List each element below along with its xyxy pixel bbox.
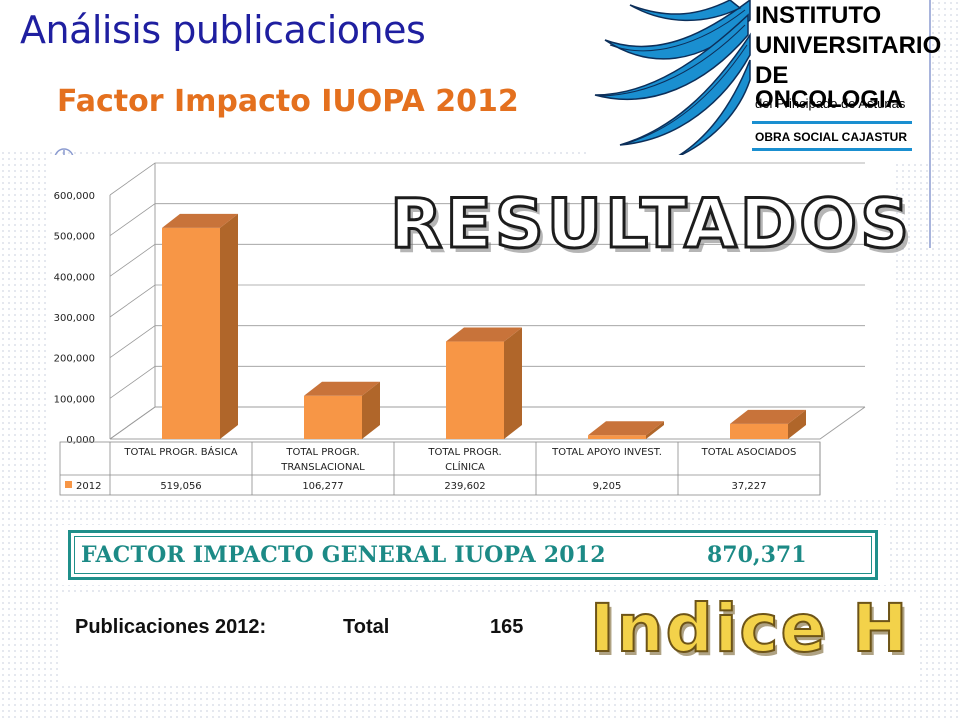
bar-front [446, 341, 504, 439]
page-subtitle: Factor Impacto IUOPA 2012 [57, 84, 519, 119]
publicaciones-label: Publicaciones 2012: [75, 616, 267, 638]
gridline [109, 284, 865, 318]
iuopa-logo: INSTITUTO UNIVERSITARIO DE ONCOLOGIA del… [590, 0, 941, 160]
chart-bar [162, 213, 238, 439]
x-category-label: TOTAL PROGR. [427, 447, 501, 458]
bar-top [730, 409, 806, 424]
bar-top [162, 213, 238, 228]
legend-series-label: 2012 [76, 481, 101, 492]
y-tick-label: 100,000 [54, 394, 95, 405]
gridline [109, 365, 865, 399]
x-category-label: CLÍNICA [445, 460, 485, 473]
y-tick-label: 600,000 [54, 191, 95, 202]
logo-line-oncologia: DE ONCOLOGIA [755, 62, 903, 113]
logo-line-universitario: UNIVERSITARIO [755, 32, 942, 59]
chart-bar [730, 409, 806, 439]
gridline [109, 203, 865, 236]
bottom-background [60, 595, 920, 685]
factor-impacto-value: 870,371 [707, 542, 807, 568]
bar-top [446, 327, 522, 342]
factor-impacto-label: FACTOR IMPACTO GENERAL IUOPA 2012 [81, 542, 606, 568]
palm-leaf-logo-icon [594, 0, 751, 159]
bar-top [304, 381, 380, 396]
x-category-label: TOTAL PROGR. [285, 447, 359, 458]
y-tick-label: 400,000 [54, 272, 95, 283]
indice-h-heading: Indice H [589, 589, 910, 668]
bar-top [588, 421, 664, 436]
publicaciones-total-label: Total [343, 616, 390, 638]
chart-bar [304, 381, 380, 439]
factor-impacto-box: FACTOR IMPACTO GENERAL IUOPA 2012 870,37… [68, 530, 878, 580]
y-tick-label: 300,000 [54, 313, 95, 324]
legend-swatch [65, 481, 72, 488]
logo-divider [752, 121, 912, 124]
data-value-label: 519,056 [160, 481, 201, 492]
bar-front [588, 435, 646, 439]
y-tick-label: 0,000 [66, 435, 95, 446]
data-value-label: 106,277 [302, 481, 343, 492]
bar-side [362, 381, 380, 439]
logo-background [590, 0, 930, 160]
page-title: Análisis publicaciones [20, 8, 426, 52]
y-tick-label: 500,000 [54, 232, 95, 243]
chart-bar [588, 421, 664, 439]
bar-front [304, 395, 362, 439]
bar-front [730, 423, 788, 439]
bar-side [788, 409, 806, 439]
data-value-label: 239,602 [444, 481, 485, 492]
gridline [109, 325, 865, 358]
x-category-label: TRANSLACIONAL [280, 462, 365, 473]
data-value-label: 37,227 [732, 481, 767, 492]
bar-side [646, 421, 664, 439]
publicaciones-total-value: 165 [490, 616, 524, 638]
gridline [109, 406, 865, 440]
chart-bar [446, 327, 522, 439]
resultados-heading: RESULTADOS [388, 184, 913, 266]
x-category-label: TOTAL APOYO INVEST. [551, 447, 662, 458]
x-category-label: TOTAL ASOCIADOS [701, 447, 797, 458]
data-value-label: 9,205 [593, 481, 622, 492]
bar-front [162, 227, 220, 439]
header-background [0, 0, 590, 150]
gridline [109, 162, 865, 196]
logo-divider-bottom [752, 148, 912, 151]
logo-line-principado: del Principado de Asturias [755, 96, 906, 111]
bar-chart: 0,000 100,000 200,000 300,000 400,000 500,000… [50, 155, 895, 498]
gridline [109, 243, 865, 277]
x-category-label: TOTAL PROGR. BÁSICA [123, 445, 237, 458]
logo-line-instituto: INSTITUTO [755, 2, 882, 29]
logo-line-obra-social: OBRA SOCIAL CAJASTUR [755, 130, 908, 144]
bar-side [220, 213, 238, 439]
y-tick-label: 200,000 [54, 354, 95, 365]
bar-side [504, 327, 522, 439]
